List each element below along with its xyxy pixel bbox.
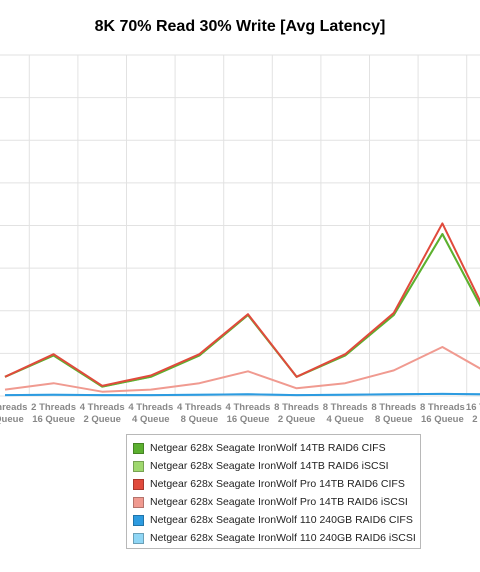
x-tick-label: 2 Threads 16 Queue <box>31 402 76 425</box>
legend-swatch <box>133 496 144 508</box>
legend-label: Netgear 628x Seagate IronWolf 14TB RAID6… <box>150 442 386 454</box>
legend-swatch <box>133 442 144 454</box>
chart-title: 8K 70% Read 30% Write [Avg Latency] <box>94 18 386 35</box>
x-tick-label: 4 Threads 2 Queue <box>80 402 125 425</box>
grid <box>0 54 480 397</box>
series-lines <box>4 222 480 397</box>
legend-swatch <box>133 478 144 490</box>
legend-label: Netgear 628x Seagate IronWolf 110 240GB … <box>150 514 413 526</box>
series-line-2 <box>4 222 480 387</box>
x-tick-label: 8 Threads 4 Queue <box>323 402 368 425</box>
x-tick-label: 8 Threads 8 Queue <box>371 402 416 425</box>
legend-swatch <box>133 514 144 526</box>
legend-label: Netgear 628x Seagate IronWolf 14TB RAID6… <box>150 460 389 472</box>
legend-swatch <box>133 460 144 472</box>
x-tick-label: 4 Threads 16 Queue <box>226 402 271 425</box>
x-tick-label: 8 Threads 16 Queue <box>420 402 465 425</box>
x-tick-label: 4 Threads 4 Queue <box>128 402 173 425</box>
legend: Netgear 628x Seagate IronWolf 14TB RAID6… <box>126 434 421 549</box>
legend-label: Netgear 628x Seagate IronWolf Pro 14TB R… <box>150 496 408 508</box>
legend-item[interactable]: Netgear 628x Seagate IronWolf 110 240GB … <box>133 529 420 547</box>
x-tick-label: 4 Threads 8 Queue <box>177 402 222 425</box>
series-line-4 <box>4 392 480 397</box>
legend-label: Netgear 628x Seagate IronWolf 110 240GB … <box>150 532 416 544</box>
legend-item[interactable]: Netgear 628x Seagate IronWolf 110 240GB … <box>133 511 420 529</box>
legend-item[interactable]: Netgear 628x Seagate IronWolf Pro 14TB R… <box>133 475 420 493</box>
legend-item[interactable]: Netgear 628x Seagate IronWolf 14TB RAID6… <box>133 439 420 457</box>
legend-swatch <box>133 532 144 544</box>
x-tick-label: 8 Threads 2 Queue <box>274 402 319 425</box>
legend-label: Netgear 628x Seagate IronWolf Pro 14TB R… <box>150 478 405 490</box>
legend-item[interactable]: Netgear 628x Seagate IronWolf 14TB RAID6… <box>133 457 420 475</box>
series-line-3 <box>4 346 480 393</box>
legend-item[interactable]: Netgear 628x Seagate IronWolf Pro 14TB R… <box>133 493 420 511</box>
